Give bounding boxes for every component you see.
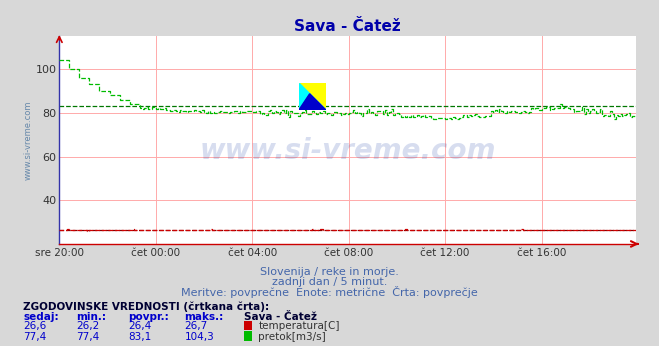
Y-axis label: www.si-vreme.com: www.si-vreme.com xyxy=(24,100,33,180)
Text: sedaj:: sedaj: xyxy=(23,312,59,322)
Text: min.:: min.: xyxy=(76,312,106,322)
Text: Meritve: povprečne  Enote: metrične  Črta: povprečje: Meritve: povprečne Enote: metrične Črta:… xyxy=(181,286,478,298)
Text: zadnji dan / 5 minut.: zadnji dan / 5 minut. xyxy=(272,277,387,288)
Text: maks.:: maks.: xyxy=(185,312,224,322)
Text: pretok[m3/s]: pretok[m3/s] xyxy=(258,332,326,342)
Text: temperatura[C]: temperatura[C] xyxy=(258,321,340,331)
Text: 26,6: 26,6 xyxy=(23,321,46,331)
Text: 77,4: 77,4 xyxy=(76,332,99,342)
Text: 83,1: 83,1 xyxy=(129,332,152,342)
Text: Sava - Čatež: Sava - Čatež xyxy=(244,312,317,322)
Text: Slovenija / reke in morje.: Slovenija / reke in morje. xyxy=(260,267,399,277)
Text: 26,2: 26,2 xyxy=(76,321,99,331)
Text: 26,7: 26,7 xyxy=(185,321,208,331)
Title: Sava - Čatež: Sava - Čatež xyxy=(295,19,401,34)
Text: 77,4: 77,4 xyxy=(23,332,46,342)
Text: 104,3: 104,3 xyxy=(185,332,214,342)
Text: www.si-vreme.com: www.si-vreme.com xyxy=(200,137,496,164)
Text: 26,4: 26,4 xyxy=(129,321,152,331)
Text: ZGODOVINSKE VREDNOSTI (črtkana črta):: ZGODOVINSKE VREDNOSTI (črtkana črta): xyxy=(23,301,269,312)
Text: povpr.:: povpr.: xyxy=(129,312,169,322)
